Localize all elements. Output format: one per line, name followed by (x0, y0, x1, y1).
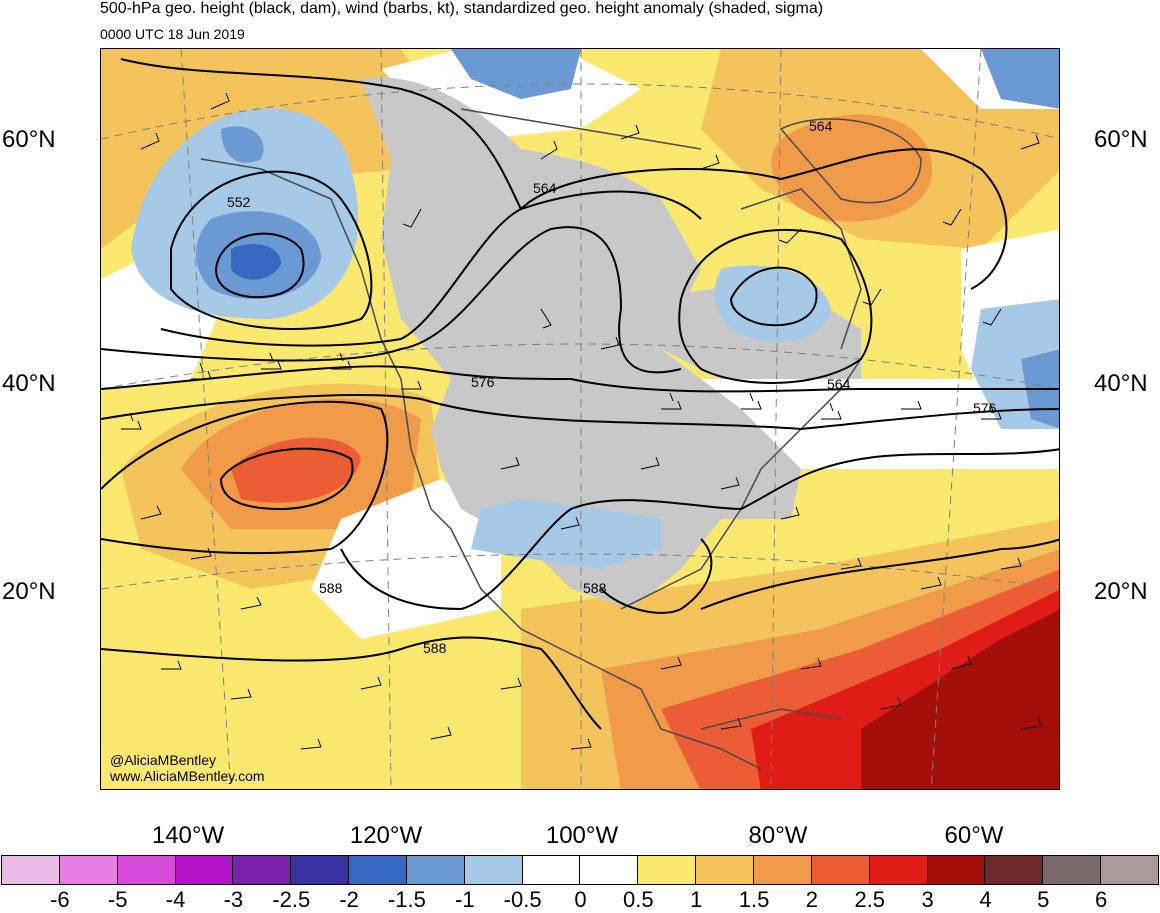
colorbar-tick-label: -6 (50, 887, 70, 912)
contour-labels: 552 564 564 564 576 576 588 588 588 (227, 118, 997, 656)
lon-label-140w: 140°W (151, 822, 225, 849)
coastlines (200, 108, 922, 770)
contour-label-588b: 588 (583, 580, 607, 596)
colorbar-tick-label: 4 (979, 887, 992, 912)
colorbar-cell (290, 855, 350, 885)
colorbar-tick-label: 0.5 (623, 887, 654, 912)
colorbar-tick-label: 1.5 (738, 887, 770, 912)
contour-label-564b: 564 (809, 118, 833, 134)
map-title: 500-hPa geo. height (black, dam), wind (… (100, 0, 824, 17)
colorbar-cell (1042, 855, 1102, 885)
credit-twitter: @AliciaMBentley (110, 752, 217, 768)
colorbar-cell (1, 855, 60, 885)
map-subtitle: 0000 UTC 18 Jun 2019 (100, 26, 245, 42)
colorbar-cell (637, 855, 697, 885)
colorbar-cell (58, 855, 118, 885)
colorbar-tick-label: -3 (223, 887, 244, 912)
contour-label-564a: 564 (533, 180, 557, 196)
colorbar-cell (695, 855, 754, 885)
credit-website: www.AliciaMBentley.com (110, 768, 265, 784)
colorbar-tick-label: -5 (107, 887, 128, 912)
colorbar-tick-label: -0.5 (503, 887, 542, 912)
colorbar-tick-label: -4 (165, 887, 186, 912)
colorbar-tick-label: -1 (455, 887, 475, 912)
colorbar-cell (174, 855, 234, 885)
contour-label-576b: 576 (973, 400, 997, 416)
colorbar-tick-label: 3 (921, 887, 934, 912)
wind-barbs (121, 92, 1042, 750)
lat-label-left-40: 40°N (2, 370, 56, 397)
colorbar-cell (116, 855, 176, 885)
colorbar-tick-label: -1.5 (387, 887, 426, 912)
colorbar-cell (232, 855, 292, 885)
colorbar-cell (868, 855, 928, 885)
colorbar-tick-label: 2.5 (854, 887, 886, 912)
colorbar-cell (579, 855, 639, 885)
contour-label-552: 552 (227, 194, 251, 210)
colorbar-tick-label: 2 (805, 887, 819, 912)
colorbar-tick-label: 5 (1037, 887, 1050, 912)
colorbar-cell (405, 855, 465, 885)
contour-label-588c: 588 (423, 640, 447, 656)
colorbar-tick-label: 0 (574, 887, 587, 912)
lon-label-100w: 100°W (545, 822, 619, 849)
colorbar-tick-label: -2.5 (272, 887, 311, 912)
colorbar-tick-label: 6 (1095, 887, 1108, 912)
height-contours (101, 58, 1059, 730)
colorbar-cell (984, 855, 1044, 885)
colorbar-cell (521, 855, 581, 885)
lon-label-120w: 120°W (349, 822, 423, 849)
colorbar-tick-label: 1 (690, 887, 703, 912)
weather-map: 552 564 564 564 576 576 588 588 588 (100, 48, 1060, 790)
contour-label-576a: 576 (471, 374, 495, 390)
colorbar-cell (752, 855, 812, 885)
colorbar-cell (810, 855, 870, 885)
lat-label-right-20: 20°N (1094, 578, 1148, 605)
colorbar-cell (348, 855, 407, 885)
contour-label-588a: 588 (319, 580, 343, 596)
lon-label-60w: 60°W (944, 822, 1004, 849)
lon-label-80w: 80°W (748, 822, 808, 849)
colorbar-cell (463, 855, 523, 885)
colorbar (1, 855, 1159, 885)
lat-label-left-60: 60°N (2, 126, 56, 153)
colorbar-cell (1100, 855, 1159, 885)
colorbar-cell (926, 855, 986, 885)
map-canvas: 552 564 564 564 576 576 588 588 588 (101, 49, 1059, 789)
colorbar-tick-label: -2 (339, 887, 359, 912)
lat-label-left-20: 20°N (2, 578, 56, 605)
lat-label-right-60: 60°N (1094, 126, 1148, 153)
contour-label-564c: 564 (827, 376, 851, 392)
lat-label-right-40: 40°N (1094, 370, 1148, 397)
